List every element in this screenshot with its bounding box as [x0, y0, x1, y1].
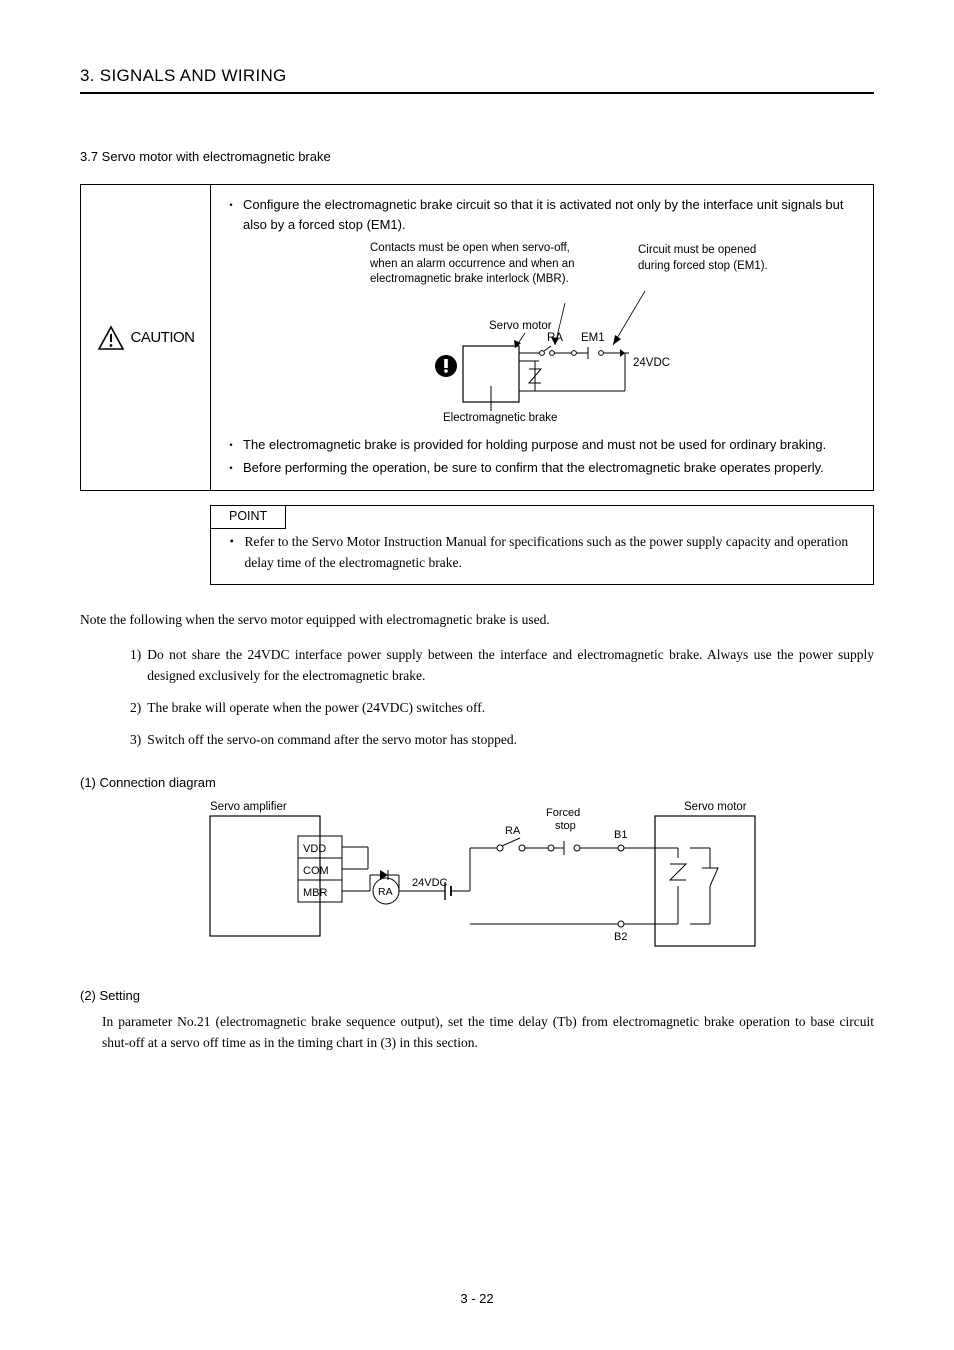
svg-text:MBR: MBR [303, 887, 328, 899]
section-title: 3.7 Servo motor with electromagnetic bra… [80, 148, 874, 166]
warning-icon [97, 325, 125, 351]
list-item: 3) Switch off the servo-on command after… [130, 729, 874, 751]
svg-text:24VDC: 24VDC [412, 877, 448, 889]
subheading-connection-diagram: (1) Connection diagram [80, 774, 874, 792]
caution-label: CAUTION [131, 327, 195, 348]
connection-diagram: Servo amplifier VDD COM MBR RA 24VDC [150, 798, 874, 968]
diagram1-24vdc-label: 24VDC [633, 356, 670, 372]
caution-bullet: ・ The electromagnetic brake is provided … [225, 435, 859, 455]
diagram1-em-brake-label: Electromagnetic brake [443, 411, 557, 427]
caution-box: CAUTION ・ Configure the electromagnetic … [80, 184, 874, 491]
diagram1-note-left: Contacts must be open when servo-off, wh… [370, 241, 590, 288]
note-intro: Note the following when the servo motor … [80, 611, 874, 630]
diagram1-servo-motor-label: Servo motor [489, 319, 552, 335]
svg-text:COM: COM [303, 865, 329, 877]
point-body: ・ Refer to the Servo Motor Instruction M… [225, 532, 859, 574]
bullet-dot-icon: ・ [225, 195, 237, 215]
list-number: 1) [130, 644, 141, 687]
caution-body: ・ Configure the electromagnetic brake ci… [211, 185, 873, 490]
bullet-dot-icon: ・ [225, 435, 237, 455]
list-text: Switch off the servo-on command after th… [147, 729, 517, 751]
bullet-dot-icon: ・ [225, 458, 237, 478]
bullet-dot-icon: ・ [225, 532, 239, 574]
caution-bullet: ・ Configure the electromagnetic brake ci… [225, 195, 859, 235]
setting-body: In parameter No.21 (electromagnetic brak… [102, 1011, 874, 1054]
caution-bullet-text: Configure the electromagnetic brake circ… [243, 195, 859, 235]
svg-text:Forced: Forced [546, 807, 580, 819]
list-number: 2) [130, 697, 141, 719]
diagram2-svg: Servo amplifier VDD COM MBR RA 24VDC [150, 798, 770, 963]
diagram1-em1-label: EM1 [581, 331, 605, 347]
diagram1-note-right: Circuit must be opened during forced sto… [638, 243, 778, 274]
caution-left-cell: CAUTION [81, 185, 211, 490]
list-text: Do not share the 24VDC interface power s… [147, 644, 874, 687]
subheading-setting: (2) Setting [80, 987, 874, 1005]
svg-text:Servo motor: Servo motor [684, 801, 747, 813]
svg-text:VDD: VDD [303, 843, 326, 855]
caution-bullet: ・ Before performing the operation, be su… [225, 458, 859, 478]
numbered-list: 1) Do not share the 24VDC interface powe… [130, 644, 874, 750]
svg-text:RA: RA [505, 825, 521, 837]
point-tab: POINT [210, 505, 286, 529]
list-item: 2) The brake will operate when the power… [130, 697, 874, 719]
chapter-title: 3. SIGNALS AND WIRING [80, 64, 874, 94]
svg-text:RA: RA [378, 886, 393, 898]
diagram1-ra-label: RA [547, 331, 563, 347]
caution-bullet-text: The electromagnetic brake is provided fo… [243, 435, 826, 455]
svg-text:B2: B2 [614, 931, 627, 943]
point-box: POINT ・ Refer to the Servo Motor Instruc… [210, 505, 874, 585]
caution-bullet-text: Before performing the operation, be sure… [243, 458, 824, 478]
page-number: 3 - 22 [0, 1290, 954, 1308]
point-text: Refer to the Servo Motor Instruction Man… [245, 532, 860, 574]
svg-text:B1: B1 [614, 829, 627, 841]
caution-diagram: Contacts must be open when servo-off, wh… [225, 241, 859, 431]
list-text: The brake will operate when the power (2… [147, 697, 485, 719]
list-item: 1) Do not share the 24VDC interface powe… [130, 644, 874, 687]
d2-servo-amp-label: Servo amplifier [210, 801, 287, 813]
list-number: 3) [130, 729, 141, 751]
svg-text:stop: stop [555, 820, 576, 832]
